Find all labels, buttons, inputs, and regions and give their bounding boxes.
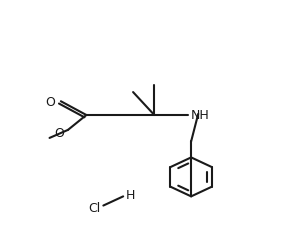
Text: O: O	[45, 95, 55, 108]
Text: Cl: Cl	[89, 201, 101, 214]
Text: O: O	[54, 126, 64, 139]
Text: H: H	[126, 188, 135, 201]
Text: NH: NH	[191, 109, 210, 122]
